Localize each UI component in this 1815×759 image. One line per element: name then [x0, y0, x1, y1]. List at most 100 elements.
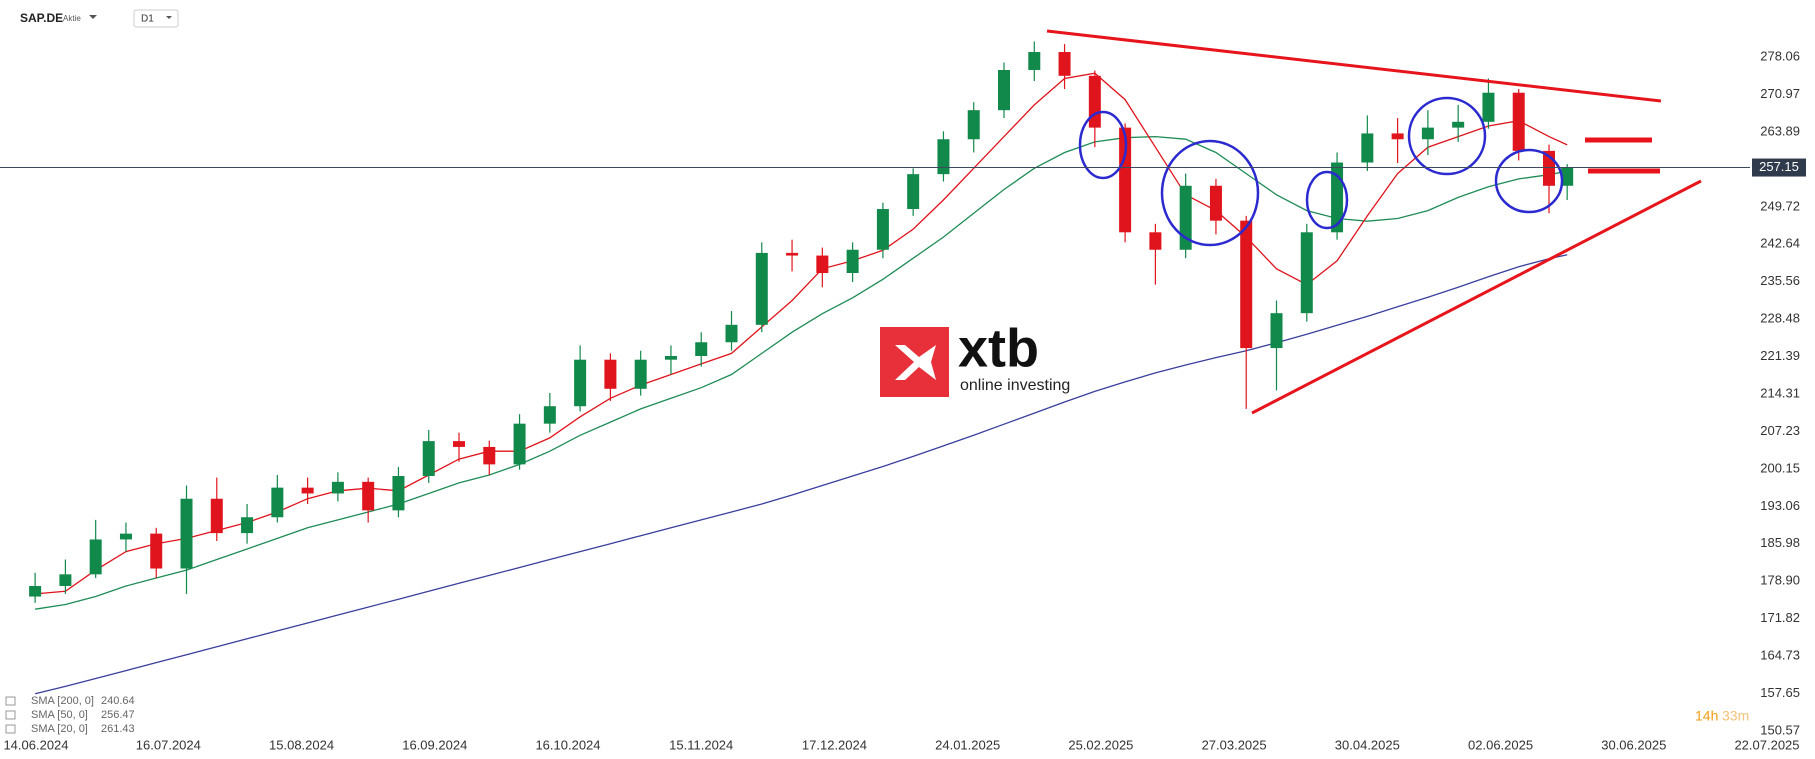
legend-value: 240.64 [101, 695, 135, 707]
candle-body [1482, 92, 1495, 122]
sma-line [35, 72, 1568, 595]
y-tick-label: 228.48 [1760, 311, 1800, 326]
y-tick-label: 200.15 [1760, 460, 1800, 475]
candle-body [1058, 52, 1071, 76]
candle-body [907, 174, 920, 210]
candle-body [453, 441, 466, 447]
candle-body [483, 446, 496, 465]
logo-mark [895, 345, 936, 380]
candle-body [392, 476, 405, 511]
candle-body [271, 487, 284, 518]
legend-icon [5, 724, 16, 734]
support-trendline [1251, 179, 1702, 415]
candle-body [1149, 232, 1162, 250]
candle-body [543, 406, 556, 424]
x-tick-label: 30.04.2025 [1335, 737, 1400, 752]
sma-line [34, 254, 1568, 695]
x-tick-label: 22.07.2025 [1734, 737, 1799, 752]
legend: SMA [200, 0] 240.64 SMA [50, 0] 256.47 SMA [… [5, 695, 135, 735]
candle-body [816, 255, 829, 274]
candle-body [29, 585, 42, 597]
dropdown-arrow[interactable] [166, 16, 172, 19]
x-tick-label: 25.02.2025 [1068, 737, 1133, 752]
y-tick-label: 207.23 [1760, 423, 1800, 438]
plot-area [29, 41, 1574, 695]
candle-body [119, 533, 132, 540]
candle-body [998, 69, 1011, 111]
candle-body [755, 252, 768, 325]
candle-body [786, 252, 799, 256]
x-tick-label: 17.12.2024 [802, 737, 867, 752]
candle-body [1240, 220, 1253, 349]
candle-body [695, 342, 708, 357]
last-price-box [1752, 158, 1806, 177]
drawings [1046, 29, 1702, 415]
timeframe[interactable]: D1 [141, 14, 154, 25]
legend-name: SMA [200, 0] [31, 695, 94, 707]
brand: xtb [958, 318, 1039, 378]
candle-body [1119, 127, 1132, 233]
resistance-trendline [1046, 29, 1662, 103]
highlight-circle [1407, 96, 1487, 176]
x-tick-label: 02.06.2025 [1468, 737, 1533, 752]
candle-body [1209, 185, 1222, 221]
legend-name: SMA [20, 0] [31, 723, 88, 735]
y-tick-label: 249.72 [1760, 198, 1800, 213]
countdown-hours: 14h [1695, 708, 1718, 724]
highlight-circle [1305, 170, 1349, 230]
candle-body [725, 324, 738, 343]
symbol[interactable]: SAP.DE [20, 11, 63, 25]
candle-body [513, 423, 526, 465]
y-tick-label: 221.39 [1760, 348, 1800, 363]
highlight-circle [1160, 139, 1260, 247]
x-tick-label: 15.11.2024 [669, 737, 733, 752]
candle-body [1088, 75, 1101, 128]
last-price-label: 257.15 [1759, 159, 1799, 174]
highlight-circle [1494, 148, 1564, 214]
candle-body [574, 359, 587, 407]
y-tick-label: 150.57 [1760, 722, 1800, 737]
candle-body [1179, 185, 1192, 250]
x-tick-label: 15.08.2024 [269, 737, 334, 752]
y-tick-label: 263.89 [1760, 123, 1800, 138]
y-tick-label: 278.06 [1760, 48, 1800, 63]
candle-body [634, 359, 647, 389]
candle-body [422, 441, 435, 477]
legend-value: 256.47 [101, 709, 135, 721]
candle-body [1512, 92, 1525, 151]
y-tick-label: 171.82 [1760, 610, 1800, 625]
y-tick-label: 235.56 [1760, 273, 1800, 288]
legend-icon [5, 710, 16, 720]
candle-body [1391, 133, 1404, 140]
y-tick-label: 270.97 [1760, 86, 1800, 101]
y-tick-label: 164.73 [1760, 648, 1800, 663]
x-tick-label: 14.06.2024 [3, 737, 68, 752]
legend-icon [5, 696, 16, 706]
y-tick-label: 185.98 [1760, 535, 1800, 550]
instrument-type[interactable]: Aktie [63, 14, 81, 23]
candle-body [1270, 313, 1283, 349]
candle-body [1300, 232, 1313, 314]
legend-value: 261.43 [101, 723, 135, 735]
candle-body [876, 209, 889, 250]
candle-body [331, 481, 344, 494]
candle-body [664, 356, 677, 360]
timeframe-box[interactable] [133, 9, 179, 28]
candle-body [1361, 133, 1374, 163]
candle-body [89, 539, 102, 575]
countdown-minutes: 33m [1722, 708, 1749, 724]
sma-line [35, 135, 1568, 610]
y-tick-label: 214.31 [1760, 385, 1800, 400]
candle-body [846, 249, 859, 274]
y-tick-label: 242.64 [1760, 236, 1800, 251]
watermark: xtb online investing [880, 318, 1070, 397]
candle-body [604, 359, 617, 389]
candle-body [150, 533, 163, 569]
dropdown-arrow[interactable] [89, 15, 97, 19]
candle-body [937, 139, 950, 175]
candle-body [967, 110, 980, 140]
candle-body [362, 481, 375, 511]
x-tick-label: 16.10.2024 [535, 737, 600, 752]
